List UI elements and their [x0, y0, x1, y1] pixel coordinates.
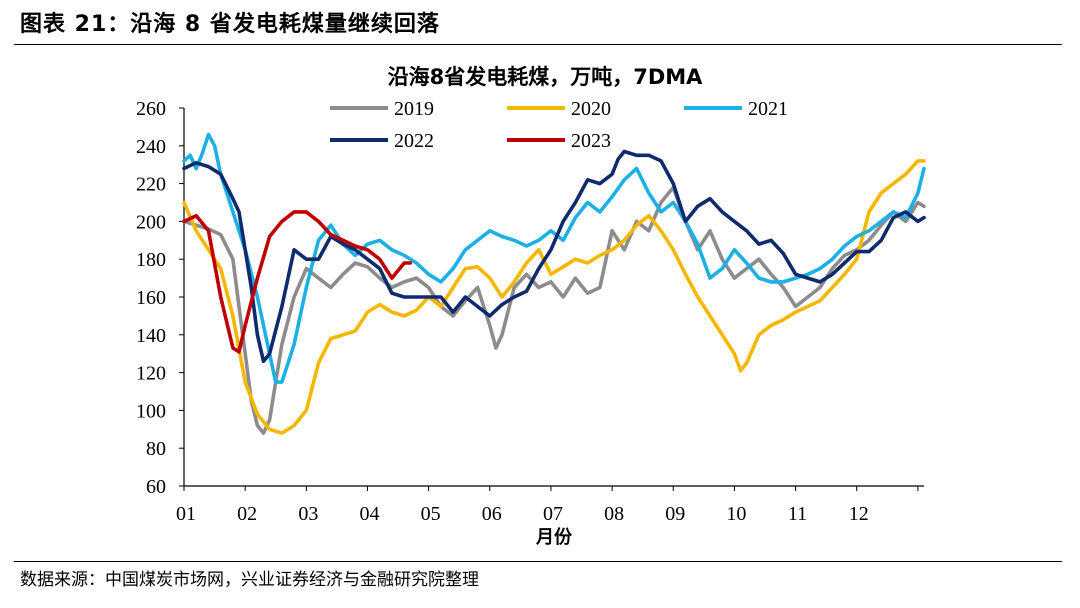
y-tick-label: 60	[146, 476, 166, 498]
legend-label-2023: 2023	[571, 130, 611, 152]
chart-title: 沿海8省发电耗煤，万吨，7DMA	[388, 65, 704, 89]
x-tick-label: 08	[604, 503, 624, 525]
legend-label-2020: 2020	[571, 98, 611, 120]
series-layer	[182, 132, 926, 435]
y-tick-label: 140	[136, 325, 166, 347]
top-rule	[14, 44, 1062, 45]
x-tick-label: 02	[237, 503, 257, 525]
series-line-2022	[182, 149, 926, 364]
legend-label-2021: 2021	[748, 98, 788, 120]
y-tick-label: 220	[136, 174, 166, 196]
y-tick-label: 160	[136, 287, 166, 309]
y-tick-label: 240	[136, 136, 166, 158]
x-tick-label: 05	[421, 503, 441, 525]
source-note: 数据来源：中国煤炭市场网，兴业证券经济与金融研究院整理	[20, 570, 479, 590]
y-tick-label: 120	[136, 363, 166, 385]
x-tick-label: 09	[665, 503, 685, 525]
series-line-2020	[182, 159, 926, 435]
series-line-2023	[182, 210, 413, 354]
legend-label-2019: 2019	[394, 98, 434, 120]
axes: 60 80 100 120 140 160 180 200 220 240 260 01 02 03 04 0…	[136, 98, 924, 525]
x-tick-label: 06	[482, 503, 502, 525]
y-tick-label: 80	[146, 438, 166, 460]
bottom-rule	[14, 561, 1062, 562]
x-tick-label: 04	[359, 503, 379, 525]
y-tick-label: 180	[136, 249, 166, 271]
y-tick-label: 100	[136, 400, 166, 422]
y-tick-label: 200	[136, 211, 166, 233]
y-tick-label: 260	[136, 98, 166, 120]
x-axis-label: 月份	[535, 526, 573, 548]
x-tick-label: 07	[543, 503, 563, 525]
series-line-2019	[182, 185, 926, 435]
legend: 2019 2020 2021 2022 2023	[330, 98, 788, 152]
series-line-2021	[182, 132, 926, 384]
x-tick-label: 01	[176, 503, 196, 525]
x-tick-label: 12	[849, 503, 869, 525]
x-tick-label: 10	[726, 503, 746, 525]
x-tick-label: 03	[298, 503, 318, 525]
x-tick-label: 11	[788, 503, 807, 525]
legend-label-2022: 2022	[394, 130, 434, 152]
figure-title: 图表 21：沿海 8 省发电耗煤量继续回落	[20, 12, 440, 37]
